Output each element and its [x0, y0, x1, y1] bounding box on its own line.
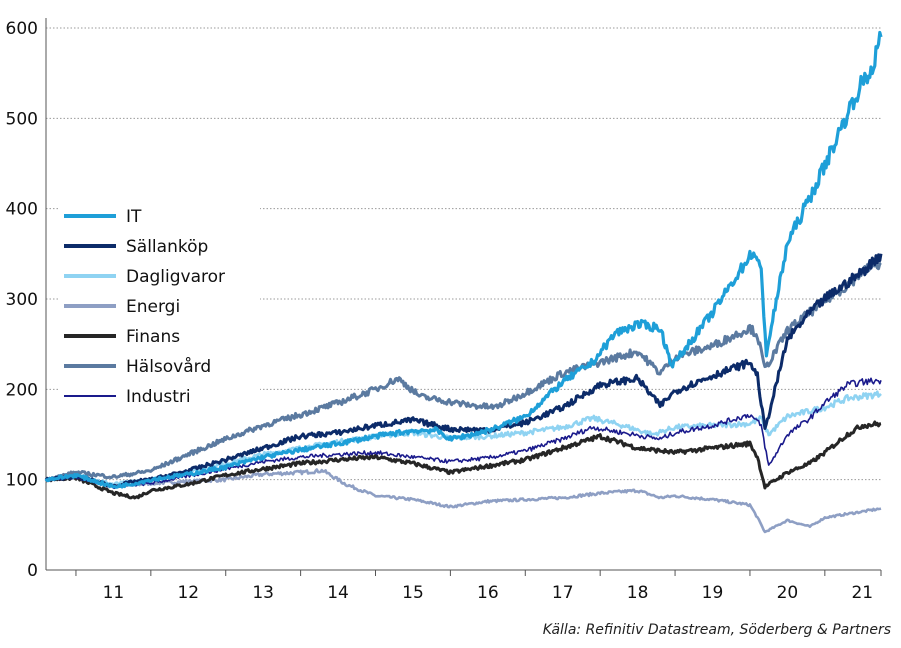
x-tick-label: 19: [702, 583, 724, 603]
x-tick-label: 13: [252, 583, 274, 603]
series-line-industri: [45, 377, 882, 490]
legend-label: Hälsovård: [126, 356, 211, 377]
y-tick-label: 200: [6, 380, 38, 400]
gridlines: [46, 27, 881, 481]
x-tick-label: 11: [103, 583, 125, 603]
y-tick-label: 0: [27, 561, 38, 581]
x-tick-label: 18: [627, 583, 649, 603]
source-note: Källa: Refinitiv Datastream, Söderberg &…: [542, 622, 891, 638]
legend-label: Industri: [126, 387, 191, 407]
series-line-sällanköp: [44, 253, 883, 488]
legend-label: Energi: [126, 297, 180, 317]
axes: 0 100 200 300 400 500 600 11 12 13 14 15 16 17 18 19 20 2…: [6, 18, 882, 603]
y-tick-label: 100: [6, 471, 38, 491]
series-lines: [44, 30, 883, 534]
x-tick-label: 20: [777, 583, 799, 603]
legend-label: Finans: [126, 327, 180, 347]
legend-label: Dagligvaror: [126, 267, 225, 287]
legend: IT Sällanköp Dagligvaror Energi Finans Hälsov…: [60, 203, 260, 409]
y-tick-label: 500: [6, 109, 38, 129]
x-tick-label: 15: [402, 583, 424, 603]
legend-label: Sällanköp: [126, 237, 208, 257]
series-line-finans: [45, 420, 882, 500]
x-tick-label: 14: [327, 583, 349, 603]
x-tick-label: 16: [477, 583, 499, 603]
y-tick-label: 300: [6, 290, 38, 310]
series-line-energi: [44, 468, 882, 534]
x-tick-label: 17: [552, 583, 574, 603]
series-line-hälsovård: [45, 260, 882, 483]
legend-label: IT: [126, 207, 142, 227]
x-tick-label: 12: [177, 583, 199, 603]
y-tick-label: 400: [6, 200, 38, 220]
series-line-it: [44, 30, 883, 489]
x-tick-label: 21: [851, 583, 873, 603]
y-tick-label: 600: [6, 19, 38, 39]
